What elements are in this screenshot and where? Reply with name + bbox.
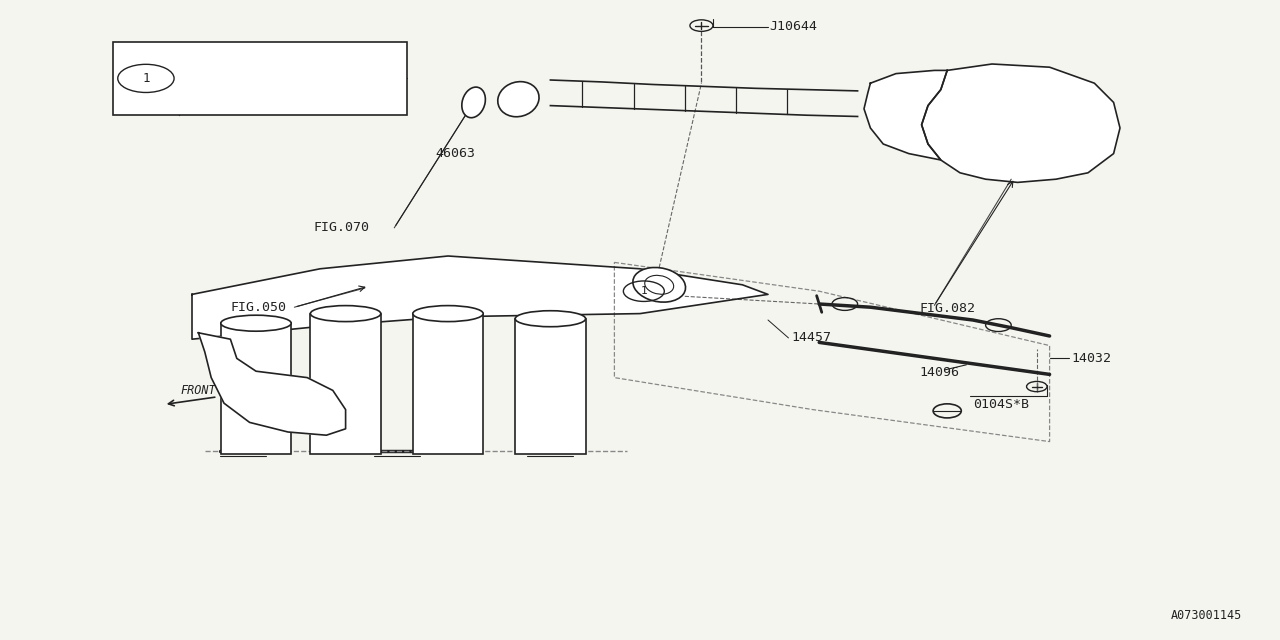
FancyBboxPatch shape (311, 314, 381, 454)
Text: F9841（-1108）: F9841（-1108） (187, 54, 273, 67)
Ellipse shape (311, 306, 381, 322)
FancyBboxPatch shape (515, 319, 585, 454)
Text: F9790（1108-）: F9790（1108-） (187, 90, 273, 102)
Polygon shape (922, 64, 1120, 182)
Text: 1: 1 (142, 72, 150, 85)
Text: FRONT: FRONT (180, 384, 216, 397)
Polygon shape (192, 256, 768, 339)
Ellipse shape (462, 87, 485, 118)
Ellipse shape (412, 306, 484, 322)
Text: 14032: 14032 (1071, 352, 1111, 365)
Text: FIG.082: FIG.082 (919, 302, 975, 315)
Ellipse shape (221, 316, 292, 332)
FancyBboxPatch shape (113, 42, 407, 115)
FancyBboxPatch shape (221, 323, 292, 454)
Ellipse shape (498, 82, 539, 116)
Text: 14096: 14096 (919, 366, 959, 379)
Text: FIG.050: FIG.050 (230, 301, 287, 314)
FancyBboxPatch shape (412, 314, 483, 454)
Polygon shape (864, 70, 947, 160)
Ellipse shape (515, 311, 586, 327)
Text: 46063: 46063 (435, 147, 475, 160)
Polygon shape (198, 333, 346, 435)
Text: 0104S*B: 0104S*B (973, 398, 1029, 411)
Text: FIG.070: FIG.070 (314, 221, 370, 234)
Text: J10644: J10644 (769, 20, 818, 33)
Text: 1: 1 (640, 286, 648, 296)
Text: 14457: 14457 (791, 332, 831, 344)
Text: A073001145: A073001145 (1170, 609, 1242, 622)
Ellipse shape (632, 268, 686, 302)
